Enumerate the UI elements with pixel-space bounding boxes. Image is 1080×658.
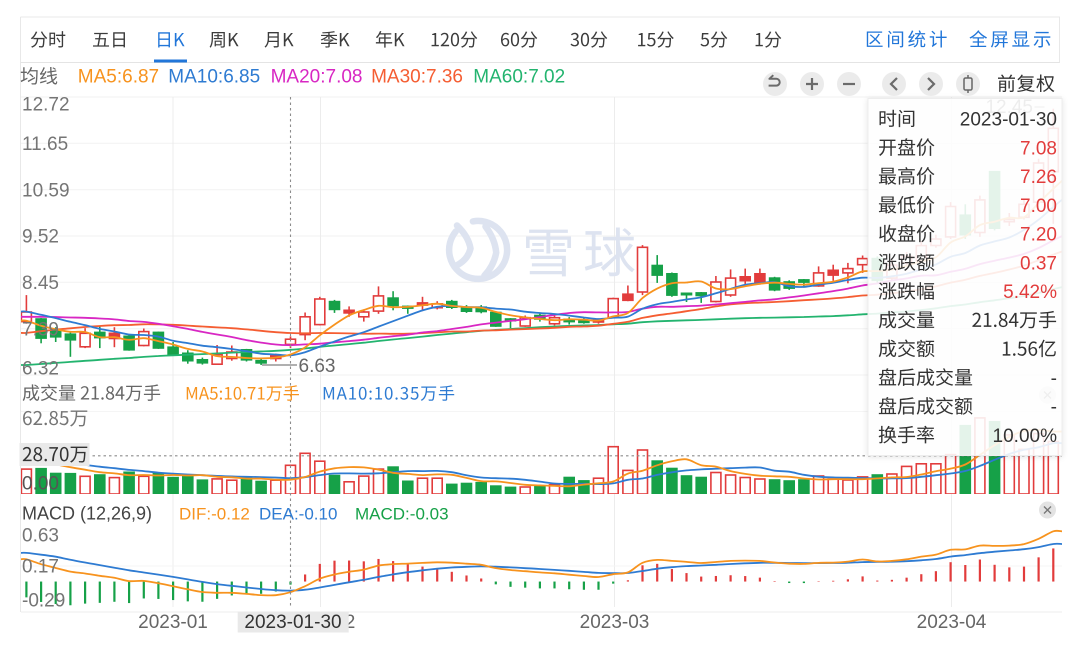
- svg-text:2023-03: 2023-03: [580, 612, 650, 633]
- svg-text:MA10:6.85: MA10:6.85: [168, 67, 260, 88]
- svg-text:7.26: 7.26: [1020, 167, 1057, 188]
- svg-text:5.42%: 5.42%: [1003, 282, 1057, 303]
- svg-text:7.39: 7.39: [22, 319, 59, 340]
- svg-text:7.00: 7.00: [1020, 196, 1057, 217]
- svg-text:DIF:-0.12: DIF:-0.12: [179, 504, 250, 523]
- svg-text:MA30:7.36: MA30:7.36: [371, 67, 463, 88]
- svg-text:8.45: 8.45: [22, 273, 59, 294]
- svg-text:MA60:7.02: MA60:7.02: [473, 67, 565, 88]
- svg-text:0.00: 0.00: [22, 474, 59, 495]
- svg-text:6.63: 6.63: [299, 356, 336, 377]
- svg-text:2023-01: 2023-01: [138, 612, 208, 633]
- svg-text:-: -: [1051, 397, 1057, 418]
- svg-text:-0.29: -0.29: [22, 591, 65, 612]
- svg-text:6.32: 6.32: [22, 359, 59, 380]
- svg-text:2023-04: 2023-04: [917, 612, 987, 633]
- svg-text:12.72: 12.72: [22, 95, 70, 116]
- svg-text:7.20: 7.20: [1020, 225, 1057, 246]
- svg-text:0.63: 0.63: [22, 525, 59, 546]
- svg-text:11.65: 11.65: [22, 134, 68, 155]
- svg-text:2023-01-30: 2023-01-30: [960, 110, 1057, 131]
- svg-text:10.00%: 10.00%: [993, 426, 1058, 447]
- svg-text:-: -: [1051, 368, 1057, 389]
- svg-text:2023-01-30: 2023-01-30: [244, 612, 341, 633]
- svg-text:MACD:-0.03: MACD:-0.03: [355, 504, 449, 523]
- svg-text:0.37: 0.37: [1020, 253, 1057, 274]
- svg-text:MA20:7.08: MA20:7.08: [271, 67, 363, 88]
- svg-text:MA5:6.87: MA5:6.87: [78, 67, 159, 88]
- svg-text:9.52: 9.52: [22, 227, 59, 248]
- svg-text:10.59: 10.59: [22, 180, 70, 201]
- svg-text:7.08: 7.08: [1020, 138, 1057, 159]
- svg-text:MACD (12,26,9): MACD (12,26,9): [22, 504, 152, 524]
- svg-text:0.17: 0.17: [22, 557, 59, 578]
- svg-text:DEA:-0.10: DEA:-0.10: [259, 504, 337, 523]
